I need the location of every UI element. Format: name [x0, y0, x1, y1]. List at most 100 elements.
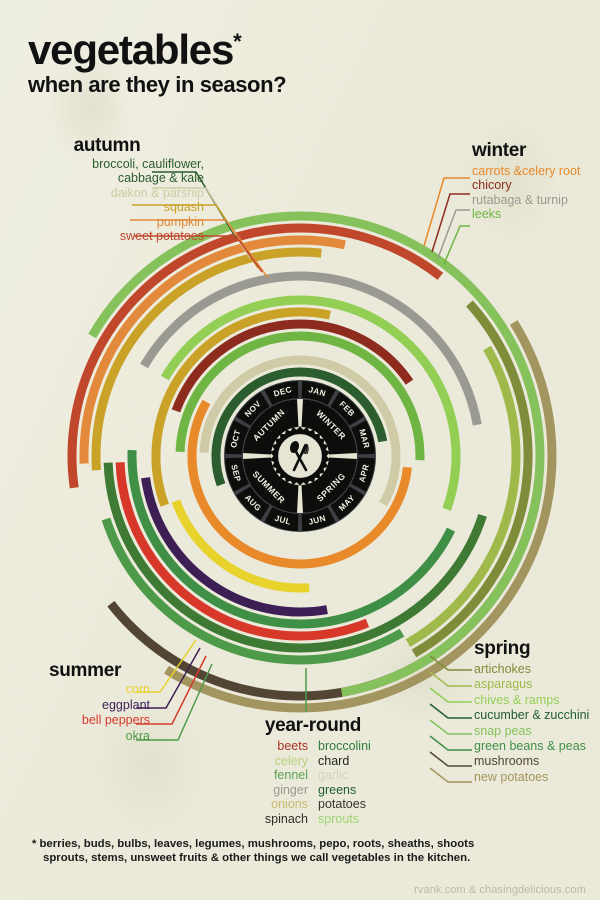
legend-group-summer: summer corn eggplant bell peppers okra — [20, 660, 150, 744]
leader-line — [136, 663, 213, 741]
legend-group-year-round: year-round beets celery fennel ginger onions… — [238, 715, 388, 827]
month-segment — [225, 420, 250, 455]
leader-line — [136, 647, 201, 709]
leader-line — [136, 655, 207, 725]
month-segment — [350, 457, 375, 492]
legend-item: pumpkin — [156, 214, 204, 229]
footnote: * berries, buds, bulbs, leaves, legumes, … — [32, 838, 572, 865]
legend-item: squash — [163, 200, 204, 215]
legend-item: bell peppers — [81, 713, 150, 728]
legend-list-autumn: broccoli, cauliflower, cabbage & kale daik… — [24, 157, 204, 243]
season-arc — [101, 517, 405, 665]
legend-item: daikon & parsnip — [110, 185, 204, 200]
legend-list-winter: carrots &celery root chicory rutabaga & tu… — [472, 164, 600, 222]
page-subtitle: when are they in season? — [28, 71, 287, 97]
month-label: JAN — [308, 385, 327, 398]
leader-line — [437, 209, 470, 259]
season-arc — [171, 499, 310, 593]
month-segment — [264, 506, 299, 531]
month-segment — [236, 486, 270, 520]
footnote-asterisk: * — [32, 838, 37, 850]
season-arc — [115, 462, 370, 641]
leader-line — [429, 767, 472, 783]
legend-item: cucumber & zucchini — [474, 708, 590, 723]
leader-line — [429, 751, 472, 767]
legend-list-spring: artichokes asparagus chives & ramps cucumbe… — [474, 662, 600, 785]
legend-group-spring: spring artichokes asparagus chives & ramps… — [474, 638, 600, 785]
leader-line — [443, 225, 470, 265]
legend-list-summer: corn eggplant bell peppers okra — [20, 682, 150, 744]
season-arc — [171, 319, 414, 413]
leader-line — [130, 219, 269, 279]
legend-item: chives & ramps — [474, 692, 560, 707]
legend-item: garlic — [318, 768, 348, 783]
year-round-columns: beets celery fennel ginger onions spinach bro… — [238, 739, 388, 827]
legend-item: sweet potatoes — [119, 229, 204, 244]
season-arc — [141, 477, 328, 617]
group-heading-autumn: autumn — [73, 135, 141, 156]
month-label: JUL — [274, 514, 292, 527]
group-heading-winter: winter — [472, 140, 527, 161]
legend-item: rutabaga & turnip — [472, 192, 568, 207]
title-asterisk: * — [233, 29, 242, 54]
month-segment — [330, 486, 364, 520]
season-arc — [411, 300, 533, 658]
legend-item: fennel — [273, 768, 308, 783]
legend-item: okra — [125, 728, 150, 743]
season-arc — [175, 331, 425, 461]
month-label: JUN — [308, 514, 327, 527]
legend-item: broccoli, cauliflower, — [92, 157, 204, 171]
year-round-column-right: broccolini chard garlic greens potatoes sprou… — [318, 739, 388, 827]
legend-group-winter: winter carrots &celery root chicory rutaba… — [472, 140, 600, 222]
season-arc — [187, 399, 412, 569]
leader-line — [429, 687, 472, 703]
legend-item: potatoes — [318, 797, 366, 812]
legend-item: onions — [271, 797, 308, 812]
season-quadrant — [300, 456, 357, 513]
legend-item: greens — [318, 782, 357, 797]
season-arc — [164, 320, 557, 713]
month-segment — [350, 420, 375, 455]
spoon-and-whisk-icon — [289, 440, 309, 472]
month-segment — [236, 392, 270, 426]
leader-line — [423, 177, 470, 247]
legend-item: corn — [125, 682, 150, 696]
leader-line — [429, 719, 472, 735]
season-arc — [103, 462, 487, 653]
month-segment — [225, 457, 250, 492]
season-quadrant — [300, 399, 357, 456]
legend-item: cabbage & kale — [117, 171, 204, 186]
season-arc — [79, 235, 346, 464]
season-arc — [211, 367, 388, 487]
group-heading-year-round: year-round — [264, 715, 362, 736]
leader-line — [134, 235, 263, 273]
legend-item: green beans & peas — [474, 739, 586, 754]
legend-item: broccolini — [318, 739, 371, 753]
legend-item: spinach — [264, 811, 308, 826]
leader-line — [429, 671, 472, 687]
legend-item: leeks — [472, 207, 502, 222]
credit-line: rvank.com & chasingdelicious.com — [414, 884, 586, 896]
legend-item: carrots &celery root — [472, 164, 581, 178]
legend-item: asparagus — [474, 677, 533, 692]
group-heading-summer: summer — [48, 660, 122, 681]
season-arc — [161, 295, 461, 511]
season-quadrant — [243, 399, 300, 456]
month-label: SEP — [229, 464, 242, 483]
season-arc — [67, 223, 444, 489]
month-segment — [330, 392, 364, 426]
legend-group-autumn: autumn broccoli, cauliflower, cabbage & k… — [24, 135, 204, 243]
footnote-line-1: berries, buds, bulbs, leaves, legumes, m… — [39, 838, 475, 850]
title-block: vegetables* when are they in season? — [28, 29, 287, 98]
legend-item: artichokes — [474, 662, 531, 676]
page-title-text: vegetables — [28, 26, 234, 73]
medallion-rim — [275, 431, 325, 481]
season-arc — [199, 355, 401, 507]
month-segment — [264, 381, 299, 406]
legend-item: eggplant — [102, 697, 150, 712]
season-arc — [140, 271, 482, 426]
legend-item: beets — [277, 739, 308, 753]
legend-item: ginger — [273, 782, 308, 797]
